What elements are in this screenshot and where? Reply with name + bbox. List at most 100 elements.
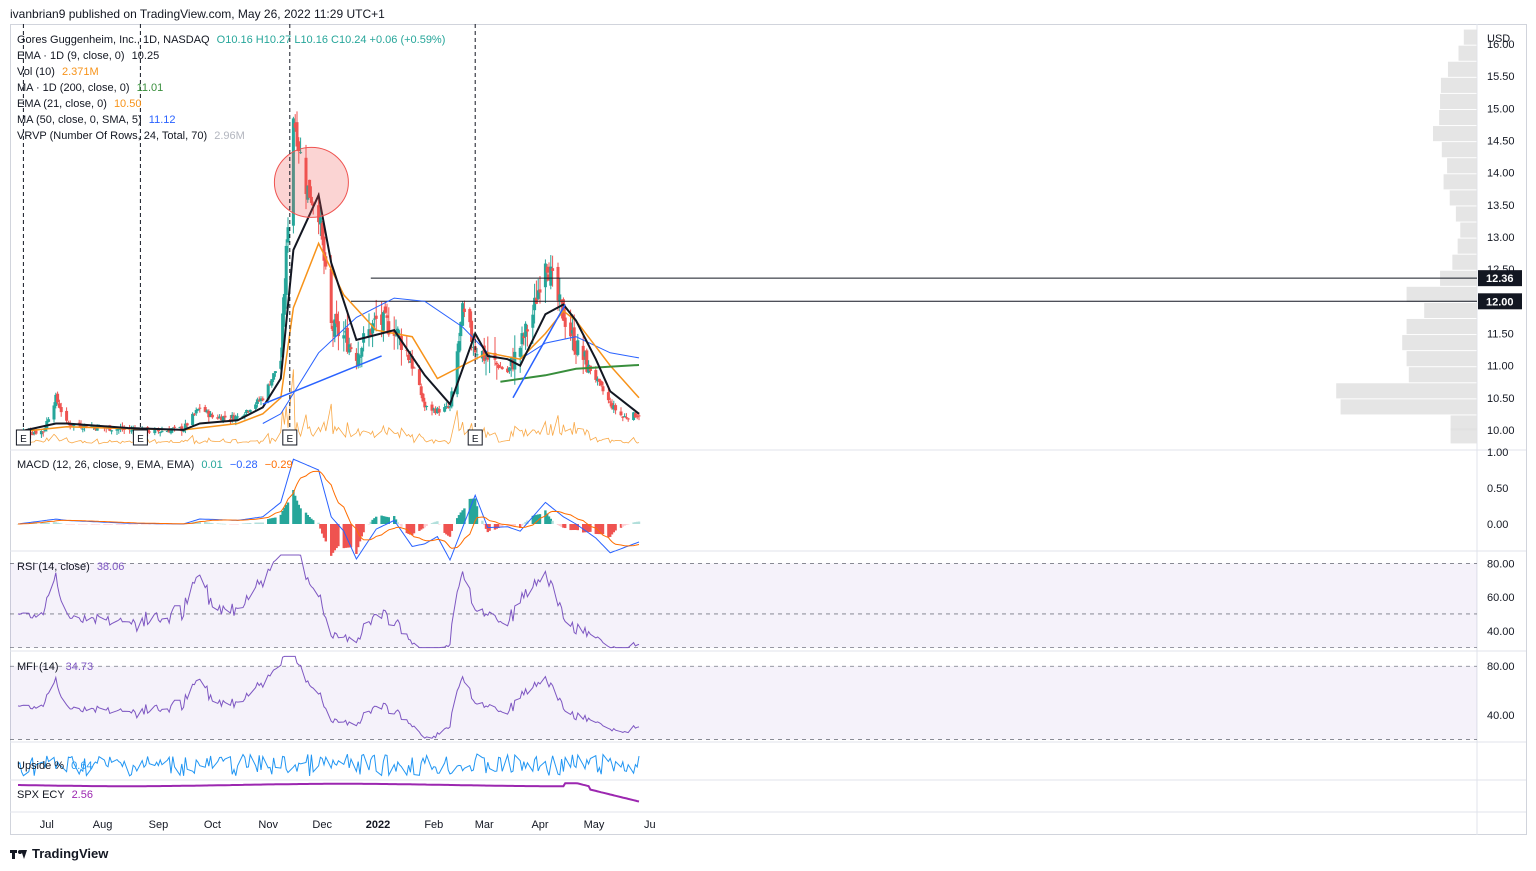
candle-body [461,303,465,326]
macd-histogram-bar [83,524,86,525]
earnings-marker-label: E [286,434,293,445]
macd-histogram-bar [513,524,516,527]
candle-body [525,329,529,332]
candle-body [621,416,625,418]
macd-histogram-bar [519,524,522,528]
macd-histogram-bar [394,519,398,524]
volume-profile-row [1457,238,1477,254]
candle-body [425,405,429,407]
candle-body [585,350,589,372]
macd-histogram-bar [600,524,603,535]
macd-label: MACD (12, 26, close, 9, EMA, EMA) [17,459,195,471]
candle-body [612,405,616,410]
macd-line-value: −0.28 [229,459,258,471]
candle-body [279,360,283,369]
candle-body [610,403,614,409]
candle-body [407,354,411,361]
candle-body [70,424,74,426]
legend-rsi[interactable]: RSI (14, close) 38.06 [17,560,124,574]
candle-body [304,157,308,195]
legend-macd[interactable]: MACD (12, 26, close, 9, EMA, EMA) 0.01 −… [17,458,293,472]
macd-histogram-bar [274,517,277,524]
macd-histogram-bar [342,524,345,549]
legend-spx[interactable]: SPX ECY 2.56 [17,788,93,802]
macd-histogram-bar [42,522,45,524]
candle-body [520,333,524,345]
macd-histogram-bar [247,523,250,524]
legend-upside[interactable]: Upside % 0.64 [17,759,93,773]
legend-vol[interactable]: Vol (10) 2.371M [17,65,99,79]
mfi-band [10,666,1477,740]
candle-body [270,379,274,386]
macd-histogram-bar [117,524,120,525]
volume-profile-row [1406,351,1477,367]
candle-body [475,354,479,356]
candle-body [194,410,198,414]
candle-body [203,407,207,412]
time-tick-label: 2022 [366,819,390,831]
candlesticks [16,111,641,439]
candle-body [198,407,202,409]
macd-histogram-bar [229,524,232,525]
candle-body [574,350,578,355]
legend-ma200[interactable]: MA · 1D (200, close, 0) 11.01 [17,81,163,95]
candle-body [178,427,182,429]
ma200-value: 11.01 [136,82,164,94]
earnings-marker-label: E [20,434,27,445]
macd-histogram-bar [40,522,43,524]
candle-body [511,359,515,370]
candle-body [191,413,195,426]
currency-label: USD [1487,33,1510,45]
candle-body [117,428,121,430]
tradingview-logo[interactable]: TradingView [10,846,108,861]
price-tick-label: 10.00 [1487,425,1515,437]
volume-profile-row [1424,302,1477,318]
candle-body [173,426,177,428]
macd-histogram-bar [418,524,421,531]
macd-histogram-bar [596,524,599,535]
candle-body [153,428,157,434]
macd-histogram-bar [159,524,162,525]
legend-vrvp[interactable]: VRVP (Number Of Rows, 24, Total, 70) 2.9… [17,129,245,143]
tradingview-logo-icon [10,848,28,860]
upside-value: 0.64 [71,760,93,772]
macd-histogram-bar [292,489,295,524]
candle-body [281,313,285,358]
macd-histogram-bar [556,524,560,525]
candle-body [462,308,466,313]
legend-ema21[interactable]: EMA (21, close, 0) 10.50 [17,97,141,111]
macd-histogram-bar [135,524,138,525]
candle-body [169,429,173,434]
legend-ma50[interactable]: MA (50, close, 0, SMA, 5) 11.12 [17,113,176,127]
macd-histogram-bar [520,524,524,526]
macd-histogram-bar [544,510,547,524]
macd-histogram-bar [223,523,227,525]
legend-mfi[interactable]: MFI (14) 34.73 [17,660,93,674]
macd-histogram-bar [52,522,56,524]
macd-histogram-bar [625,524,628,525]
macd-histogram-bar [524,521,527,524]
macd-histogram-bar [569,524,572,531]
macd-histogram-bar [587,524,590,532]
candle-body [367,329,371,338]
legend-ema9[interactable]: EMA · 1D (9, close, 0) 10.25 [17,49,159,63]
mfi-line [17,655,640,739]
macd-histogram-bar [97,524,101,525]
candle-body [624,417,628,419]
candle-body [583,351,587,357]
macd-histogram-bar [285,504,288,524]
candle-body [39,430,43,435]
macd-histogram-bar [335,524,338,549]
candle-body [254,404,258,409]
macd-histogram-bar [533,515,536,524]
candle-body [122,428,126,430]
macd-histogram-bar [349,524,353,548]
ma200-line [500,364,640,383]
candle-body [626,418,630,420]
spx-ecy-line [18,782,640,803]
macd-histogram-bar [405,524,408,534]
volume-profile-row [1447,61,1477,77]
macd-histogram-bar [306,515,309,524]
candle-body [446,407,450,409]
